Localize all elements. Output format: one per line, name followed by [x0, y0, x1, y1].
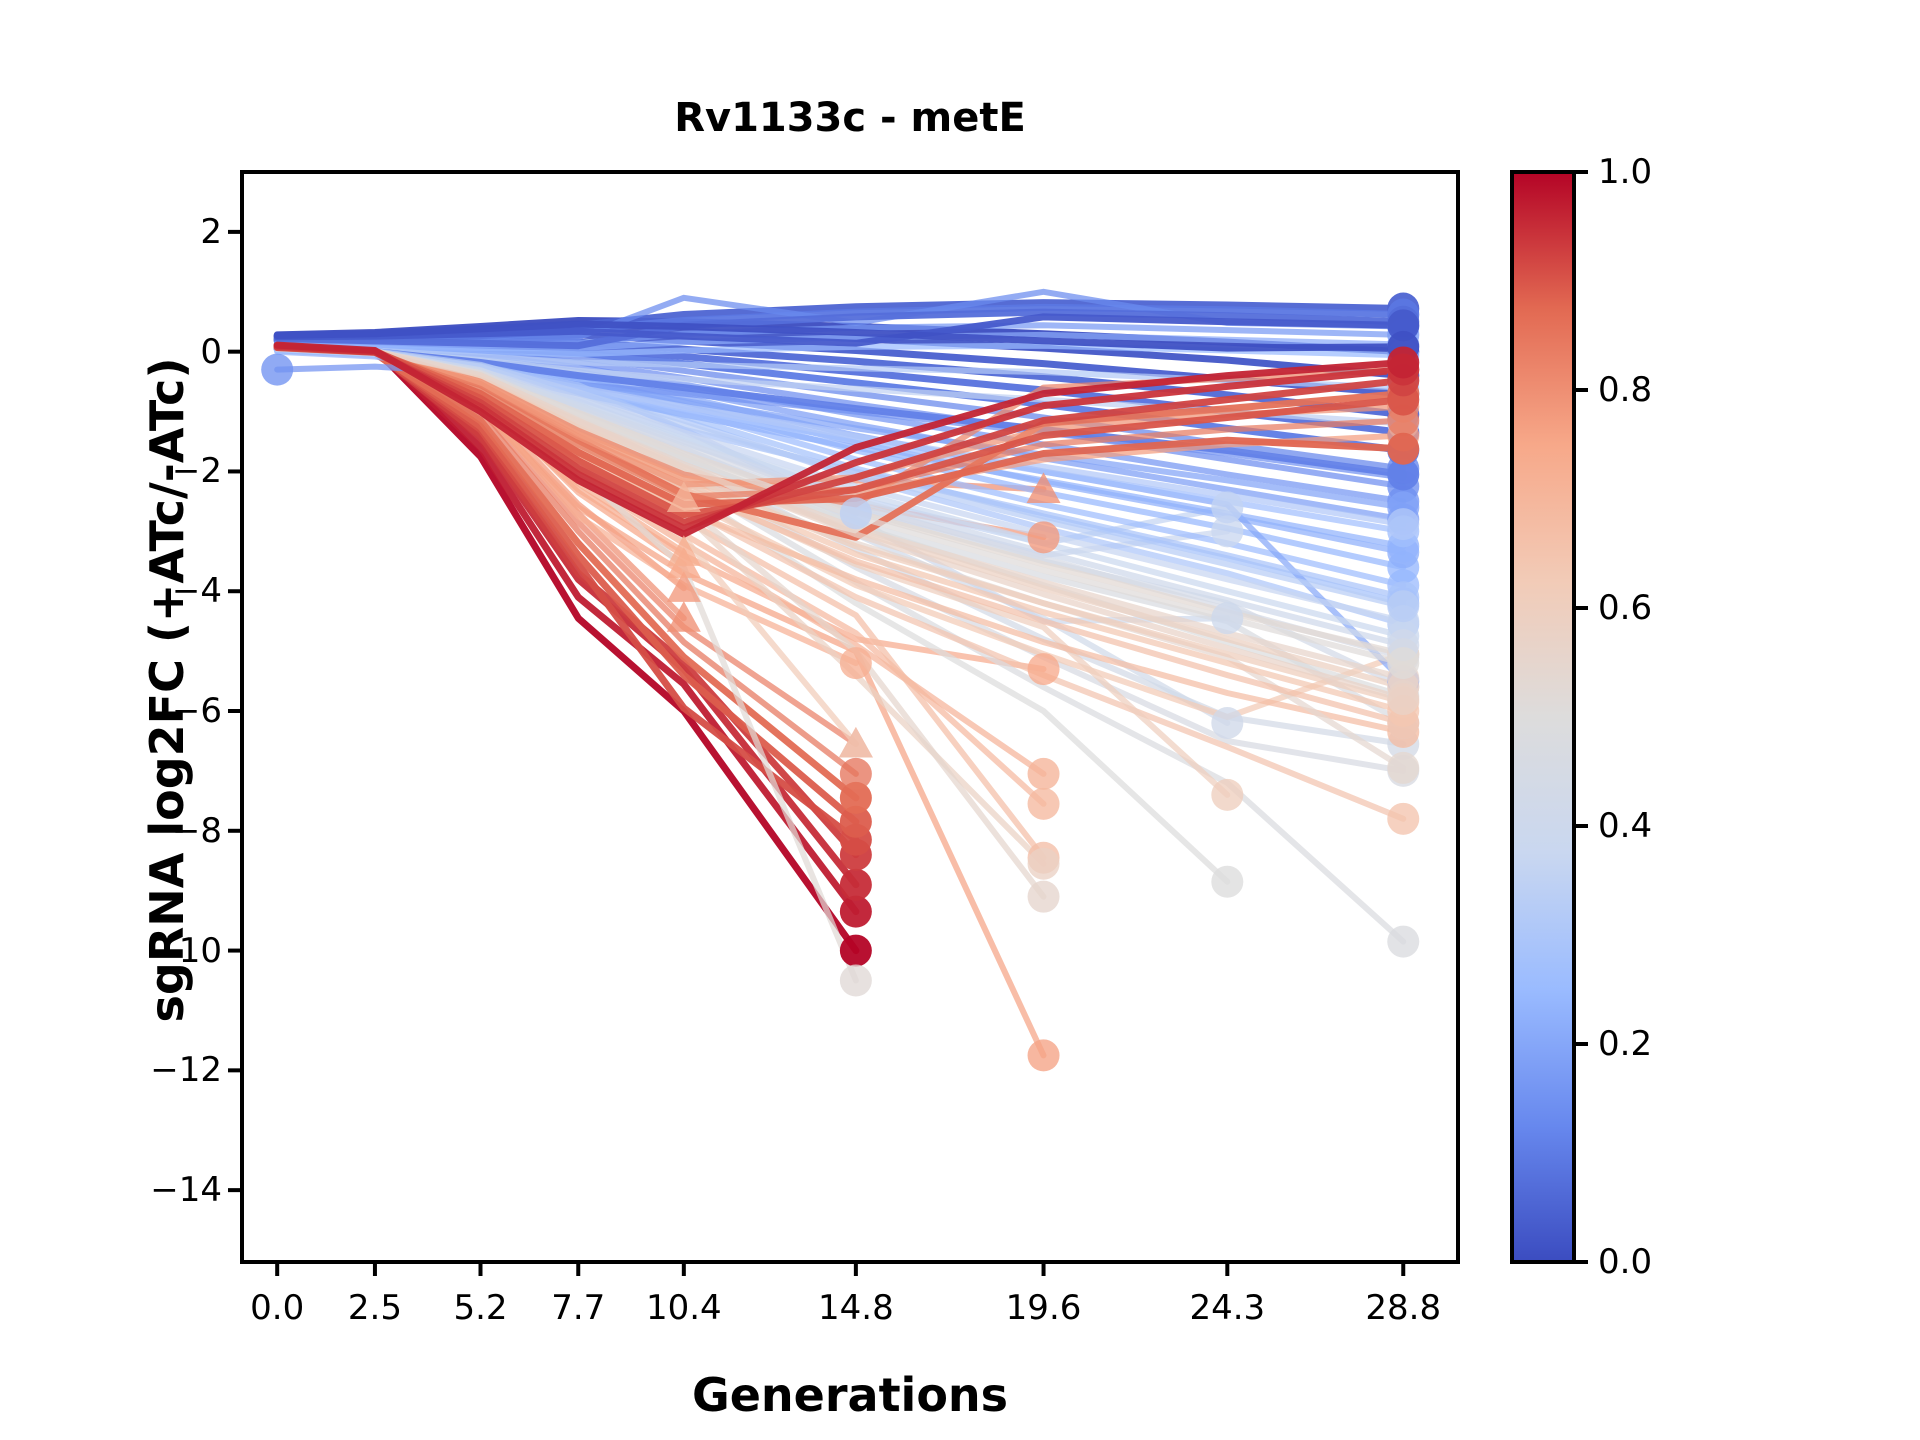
- x-tick-label: 0.0: [250, 1288, 305, 1328]
- x-tick-label: 10.4: [645, 1288, 722, 1328]
- series-marker-circle: [1387, 683, 1420, 716]
- colorbar-tick-marks: [1574, 170, 1588, 1264]
- series-marker-circle: [1027, 847, 1060, 880]
- y-tick-label: −12: [150, 1050, 222, 1091]
- series-marker-circle: [839, 781, 872, 814]
- series-marker-circle: [839, 934, 872, 967]
- y-tick-label: −4: [171, 571, 222, 612]
- series-marker-circle: [1387, 751, 1420, 784]
- series-marker-circle: [839, 895, 872, 928]
- plot-border: [240, 170, 1460, 1264]
- x-tick-label: 19.6: [1005, 1288, 1082, 1328]
- series-marker-circle: [1211, 778, 1244, 811]
- x-tick-label: 2.5: [347, 1288, 402, 1328]
- x-tick-label: 7.7: [551, 1288, 606, 1328]
- colorbar-tick-label: 0.8: [1598, 370, 1653, 410]
- colorbar-tick-label: 0.0: [1598, 1242, 1653, 1282]
- y-tick-label: 0: [200, 331, 222, 372]
- series-line: [274, 343, 1407, 702]
- y-tick-label: −6: [171, 691, 222, 731]
- colorbar-tick-label: 0.4: [1598, 806, 1653, 846]
- colorbar-border: [1510, 170, 1576, 1264]
- series-marker-circle: [1211, 491, 1244, 524]
- series-marker-circle: [839, 647, 872, 680]
- series-marker-circle: [1027, 757, 1060, 790]
- marker-layer: [261, 292, 1420, 1072]
- series-marker-triangle: [666, 571, 701, 602]
- series-marker-circle: [1387, 802, 1420, 835]
- series-marker-circle: [1027, 880, 1060, 913]
- series-marker-triangle: [666, 535, 701, 566]
- y-tick-label: 2: [200, 211, 222, 252]
- colorbar-tick-label: 0.6: [1598, 588, 1653, 628]
- series-marker-circle: [839, 964, 872, 997]
- series-marker-triangle: [666, 481, 701, 513]
- series-marker-circle: [1027, 653, 1060, 686]
- series-marker-circle: [1027, 521, 1060, 554]
- series-marker-circle: [1387, 346, 1420, 379]
- series-marker-circle: [1027, 1039, 1060, 1072]
- y-tick-label: −2: [171, 451, 222, 492]
- y-tick-label: −10: [150, 930, 222, 971]
- series-marker-triangle: [666, 601, 701, 632]
- series-marker-circle: [839, 805, 872, 838]
- series-marker-circle: [1387, 925, 1420, 958]
- x-tick-label: 24.3: [1189, 1288, 1266, 1328]
- series-marker-circle: [839, 868, 872, 901]
- series-marker-circle: [1387, 458, 1420, 491]
- series-marker-circle: [1387, 432, 1420, 465]
- x-tick-marks: [275, 1262, 1406, 1276]
- series-marker-circle: [1211, 602, 1244, 635]
- colorbar-gradient: [1512, 172, 1574, 1262]
- series-marker-circle: [1211, 515, 1244, 548]
- series-marker-circle: [1387, 508, 1420, 541]
- colorbar-tick-label: 1.0: [1598, 152, 1653, 192]
- chart-title: Rv1133c - metE: [674, 95, 1026, 141]
- series-marker-circle: [839, 757, 872, 790]
- x-tick-label: 28.8: [1365, 1288, 1442, 1328]
- y-tick-marks: [228, 229, 242, 1193]
- series-marker-circle: [1387, 647, 1420, 680]
- x-tick-label: 5.2: [453, 1288, 508, 1328]
- series-marker-triangle: [1026, 472, 1061, 504]
- series-marker-circle: [1027, 787, 1060, 820]
- series-line: [273, 320, 1407, 352]
- y-tick-label: −14: [150, 1170, 222, 1211]
- series-layer: [273, 288, 1407, 1059]
- series-marker-circle: [1211, 706, 1244, 739]
- series-marker-circle: [839, 497, 872, 530]
- y-tick-label: −8: [171, 810, 222, 851]
- series-marker-triangle: [838, 726, 873, 758]
- x-axis-label: Generations: [691, 1368, 1009, 1422]
- series-marker-circle: [261, 353, 294, 386]
- series-marker-circle: [1211, 865, 1244, 898]
- series-marker-circle: [1387, 590, 1420, 623]
- series-line: [273, 341, 1407, 538]
- x-tick-label: 14.8: [818, 1288, 894, 1328]
- colorbar-tick-label: 0.2: [1598, 1024, 1653, 1064]
